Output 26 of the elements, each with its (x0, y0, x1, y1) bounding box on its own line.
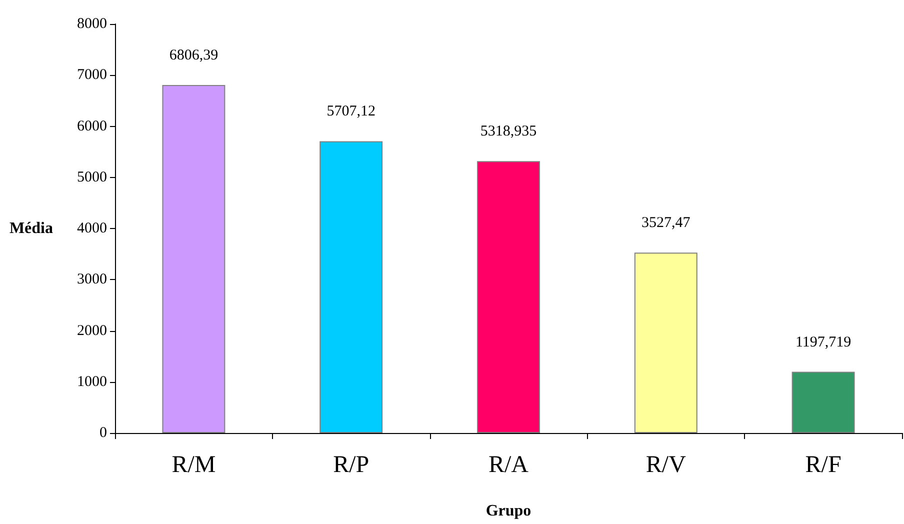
x-tick-label: R/F (805, 452, 842, 478)
y-tick-label: 1000 (77, 374, 107, 390)
bar (634, 252, 698, 433)
bar (162, 85, 226, 433)
y-tick-label: 6000 (77, 118, 107, 134)
y-tick-label: 7000 (77, 67, 107, 84)
data-label: 5318,935 (480, 124, 537, 140)
data-label: 6806,39 (169, 48, 218, 64)
x-tick-label: R/V (646, 452, 687, 478)
y-tick-label: 0 (100, 425, 107, 441)
y-tick-label: 4000 (77, 220, 107, 236)
x-axis-title: Grupo (486, 502, 532, 520)
y-tick-label: 5000 (77, 169, 107, 186)
y-axis-title: Média (9, 220, 53, 237)
x-tick-label: R/P (333, 452, 370, 478)
y-tick-label: 8000 (77, 16, 107, 32)
data-label: 1197,719 (795, 334, 852, 350)
data-label: 3527,47 (642, 215, 691, 232)
x-tick-label: R/M (172, 452, 216, 478)
y-tick-label: 2000 (77, 322, 107, 339)
bar (320, 141, 383, 433)
y-tick-label: 3000 (77, 272, 107, 288)
data-label: 5707,12 (326, 104, 376, 120)
bar (792, 372, 855, 433)
bar (477, 161, 540, 433)
x-tick-label: R/A (488, 452, 530, 478)
